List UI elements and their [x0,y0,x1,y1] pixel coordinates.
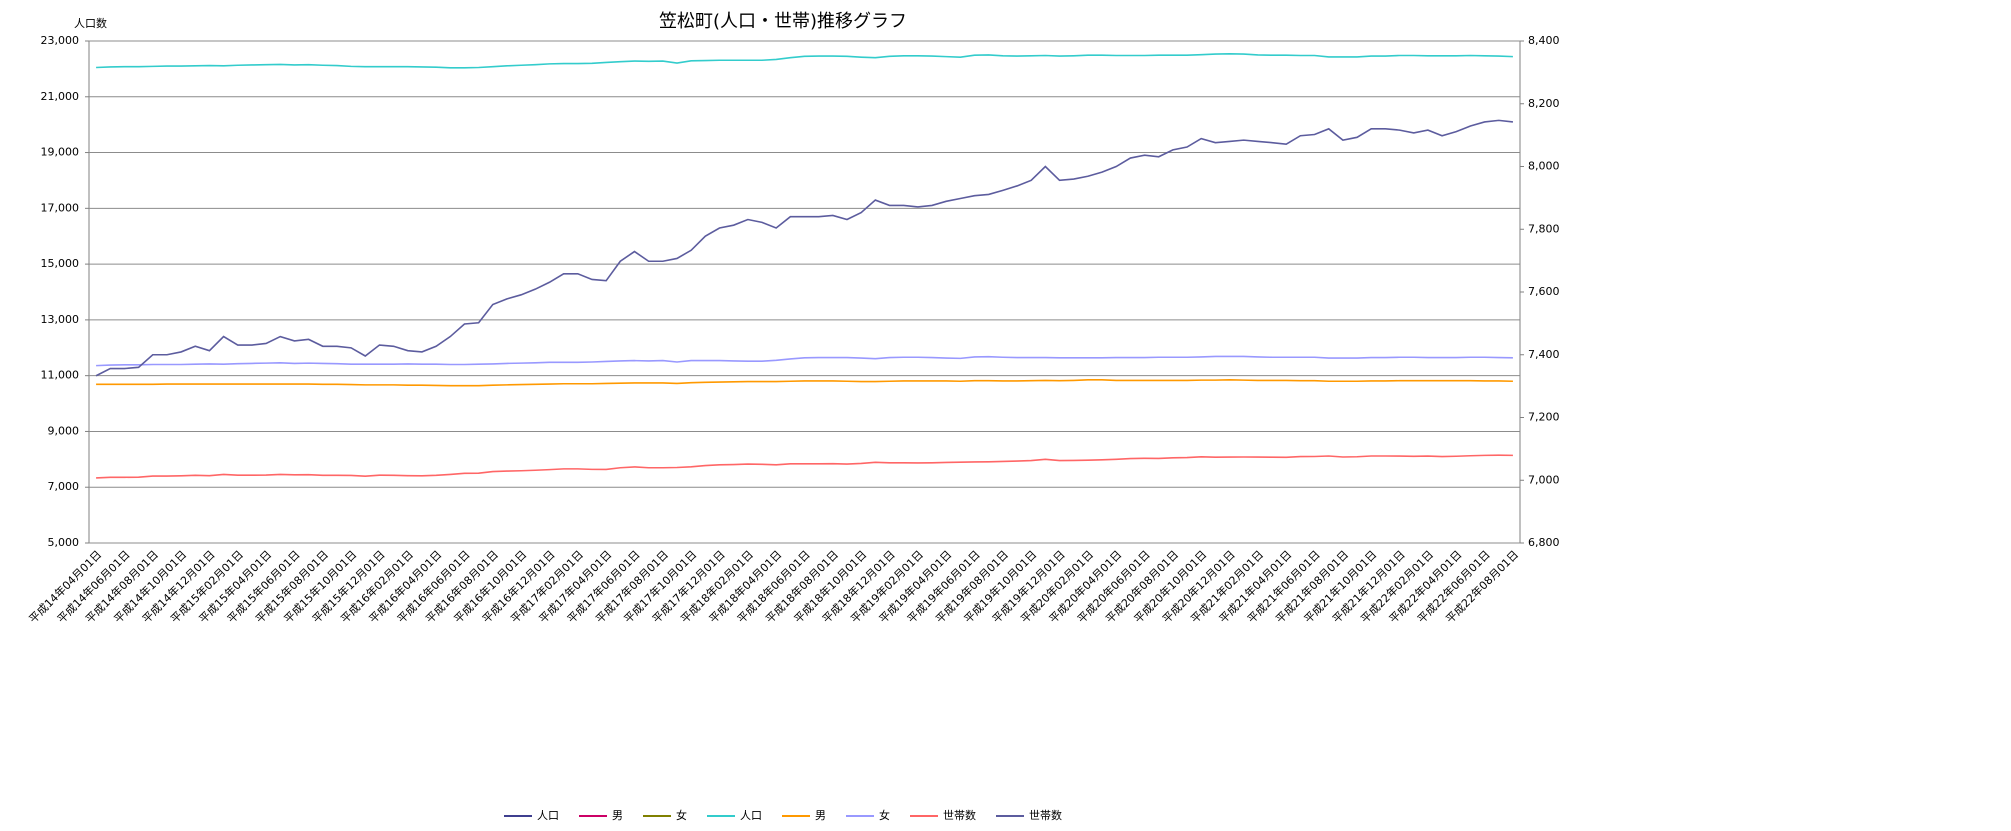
y-tick-label: 5,000 [48,536,80,549]
y-tick-label: 21,000 [41,90,80,103]
series-line [96,53,1513,69]
y2-tick-label: 6,800 [1528,536,1560,549]
legend-label: 世帯数 [943,809,976,822]
y-tick-label: 9,000 [48,424,80,437]
y-tick-label: 19,000 [41,146,80,159]
y-tick-label: 17,000 [41,201,80,214]
y2-tick-label: 7,600 [1528,285,1560,298]
legend-label: 男 [612,809,623,822]
chart-title: 笠松町(人口・世帯)推移グラフ [659,11,907,32]
y2-tick-label: 8,400 [1528,34,1560,47]
series-line [96,379,1513,387]
y-axis-title: 人口数 [74,17,107,30]
legend-label: 女 [879,808,890,822]
legend-label: 男 [815,809,826,822]
y2-tick-label: 7,400 [1528,348,1560,361]
y-tick-label: 23,000 [41,34,80,47]
y2-tick-label: 8,000 [1528,160,1560,173]
y-tick-label: 11,000 [41,369,80,382]
legend-label: 人口 [740,809,762,822]
series-line [96,454,1513,479]
plot-area [88,40,1521,544]
y2-tick-label: 7,200 [1528,411,1560,424]
y-tick-label: 13,000 [41,313,80,326]
y2-tick-label: 8,200 [1528,97,1560,110]
series-line [95,119,1514,377]
legend-label: 女 [676,808,687,822]
y2-tick-label: 7,800 [1528,222,1560,235]
y-tick-label: 15,000 [41,257,80,270]
legend-label: 世帯数 [1029,809,1062,822]
series-line [96,355,1513,367]
legend-label: 人口 [537,809,559,822]
legend: 人口 男 女 人口 男 女 世帯数 世帯数 [504,808,1062,822]
y-tick-label: 7,000 [48,480,80,493]
y2-tick-label: 7,000 [1528,473,1560,486]
